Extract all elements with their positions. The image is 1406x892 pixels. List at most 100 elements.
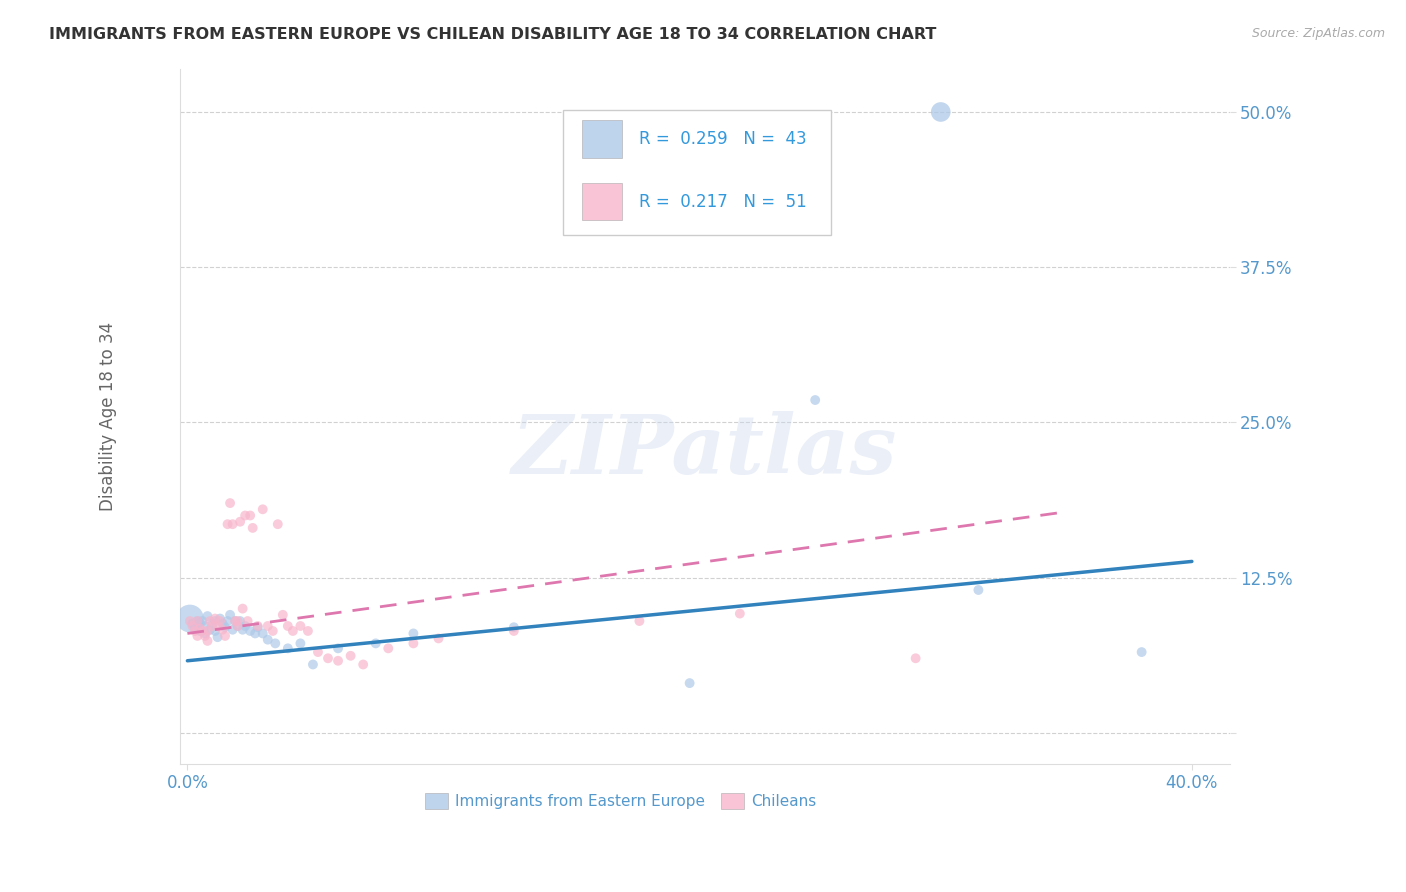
Point: [297, 624, 319, 638]
Point: [197, 633, 219, 648]
Point: [214, 629, 236, 643]
Legend: Immigrants from Eastern Europe, Chileans: Immigrants from Eastern Europe, Chileans: [419, 787, 823, 815]
Point: [290, 619, 312, 633]
Point: [502, 620, 524, 634]
Text: R =  0.217   N =  51: R = 0.217 N = 51: [638, 193, 806, 211]
Point: [181, 616, 204, 631]
Point: [194, 626, 217, 640]
Point: [209, 614, 232, 628]
Point: [262, 624, 284, 638]
Point: [252, 502, 274, 516]
Point: [188, 616, 211, 631]
Point: [271, 607, 294, 622]
Point: [194, 629, 217, 643]
Point: [191, 624, 214, 638]
Point: [229, 515, 252, 529]
Point: [221, 623, 243, 637]
Point: [224, 614, 246, 628]
Point: [184, 624, 207, 638]
Point: [194, 619, 217, 633]
Point: [302, 657, 325, 672]
Point: [226, 614, 249, 628]
Point: [226, 619, 249, 633]
Point: [628, 614, 651, 628]
Point: [239, 508, 262, 523]
Point: [728, 607, 751, 621]
Point: [277, 641, 299, 656]
Point: [226, 619, 249, 633]
Point: [281, 624, 304, 638]
Point: [198, 623, 221, 637]
Point: [186, 614, 208, 628]
Point: [179, 614, 201, 628]
Point: [191, 614, 214, 628]
Point: [239, 624, 262, 638]
Point: [236, 614, 259, 628]
Point: [267, 517, 290, 532]
Point: [224, 614, 246, 628]
Point: [214, 620, 236, 634]
Point: [207, 630, 229, 644]
Point: [502, 624, 524, 638]
Point: [188, 622, 211, 636]
Point: [242, 521, 264, 535]
Point: [204, 624, 226, 638]
Point: [377, 641, 399, 656]
Point: [198, 614, 221, 628]
Point: [233, 619, 256, 633]
Point: [186, 629, 208, 643]
Point: [207, 619, 229, 633]
Point: [232, 623, 254, 637]
Point: [184, 620, 207, 634]
Point: [219, 607, 242, 622]
Point: [256, 632, 278, 647]
Point: [221, 517, 243, 532]
Point: [402, 626, 425, 640]
Point: [246, 619, 269, 633]
Point: [402, 636, 425, 650]
Point: [181, 619, 204, 633]
Y-axis label: Disability Age 18 to 34: Disability Age 18 to 34: [100, 322, 117, 511]
Point: [211, 623, 233, 637]
Point: [217, 614, 239, 628]
Point: [245, 626, 267, 640]
Point: [229, 614, 252, 628]
Point: [904, 651, 927, 665]
Point: [197, 624, 219, 638]
Point: [804, 392, 827, 407]
Text: Source: ZipAtlas.com: Source: ZipAtlas.com: [1251, 27, 1385, 40]
Point: [326, 641, 349, 656]
Point: [678, 676, 700, 690]
Point: [967, 582, 990, 597]
Point: [352, 657, 374, 672]
Point: [201, 619, 224, 633]
Text: IMMIGRANTS FROM EASTERN EUROPE VS CHILEAN DISABILITY AGE 18 TO 34 CORRELATION CH: IMMIGRANTS FROM EASTERN EUROPE VS CHILEA…: [49, 27, 936, 42]
Point: [179, 611, 201, 625]
Point: [204, 614, 226, 628]
Point: [232, 601, 254, 615]
Point: [264, 636, 287, 650]
Point: [1130, 645, 1153, 659]
Point: [427, 632, 450, 646]
Point: [217, 517, 239, 532]
Point: [211, 616, 233, 631]
Point: [219, 496, 242, 510]
Point: [256, 619, 278, 633]
Point: [929, 105, 952, 120]
Point: [197, 609, 219, 624]
Point: [188, 624, 211, 638]
Point: [326, 654, 349, 668]
Point: [209, 611, 232, 625]
Text: R =  0.259   N =  43: R = 0.259 N = 43: [638, 130, 806, 148]
Point: [339, 648, 361, 663]
FancyBboxPatch shape: [562, 111, 831, 235]
Point: [246, 620, 269, 634]
Point: [316, 651, 339, 665]
Point: [364, 636, 387, 650]
Point: [186, 614, 208, 628]
Point: [252, 626, 274, 640]
Bar: [582, 183, 621, 220]
Bar: [582, 120, 621, 158]
Point: [233, 508, 256, 523]
Point: [201, 616, 224, 631]
